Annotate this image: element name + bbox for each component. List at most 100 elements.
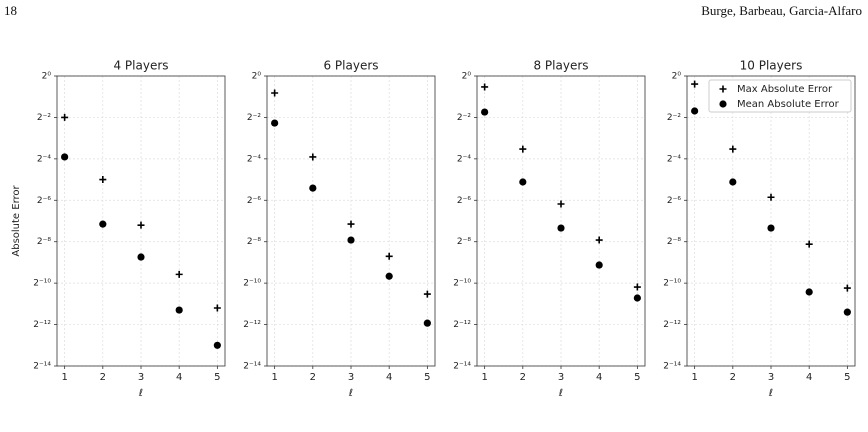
y-tick-label: 2⁻²: [457, 113, 471, 123]
y-tick-label: 2⁻¹²: [453, 320, 471, 330]
chart-title: 10 Players: [740, 59, 803, 73]
y-tick-label: 2⁻⁸: [457, 237, 471, 247]
chart-title: 8 Players: [533, 59, 588, 73]
plus-marker: [213, 304, 221, 312]
plus-marker: [729, 145, 737, 153]
circle-marker: [767, 224, 775, 232]
circle-marker: [213, 341, 221, 349]
plus-marker: [175, 270, 183, 278]
circle-marker: [423, 319, 431, 327]
circle-marker: [805, 288, 813, 296]
plus-marker: [481, 83, 489, 91]
y-tick-label: 2⁻¹⁰: [453, 279, 471, 289]
y-tick-label: 2⁻⁴: [457, 154, 471, 164]
x-tick-label: 5: [634, 372, 640, 383]
plus-marker: [519, 145, 527, 153]
x-tick-label: 5: [424, 372, 430, 383]
plus-marker: [719, 85, 727, 93]
x-tick-label: 2: [520, 372, 526, 383]
y-tick-label: 2⁰: [672, 72, 682, 82]
x-tick-label: 5: [844, 372, 850, 383]
plot-frame: [56, 75, 226, 367]
x-tick-label: 4: [806, 372, 812, 383]
x-axis-label: ℓ: [769, 388, 773, 399]
circle-marker: [175, 306, 183, 314]
y-tick-label: 2⁰: [252, 72, 262, 82]
plot-frame: [686, 75, 856, 367]
circle-marker: [309, 184, 317, 192]
circle-marker: [633, 294, 641, 302]
plus-marker: [347, 220, 355, 228]
chart-title: 4 Players: [113, 59, 168, 73]
plus-marker: [633, 283, 641, 291]
y-tick-label: 2⁻¹²: [663, 320, 681, 330]
y-tick-label: 2⁻¹⁴: [33, 362, 51, 372]
circle-marker: [729, 178, 737, 186]
circle-marker: [595, 261, 603, 269]
circle-marker: [347, 236, 355, 244]
x-tick-label: 1: [691, 372, 697, 383]
y-tick-label: 2⁻⁸: [247, 237, 261, 247]
y-tick-label: 2⁻⁸: [37, 237, 51, 247]
x-tick-label: 4: [176, 372, 182, 383]
y-tick-label: 2⁻¹²: [33, 320, 51, 330]
circle-marker: [719, 100, 727, 108]
circle-marker: [557, 224, 565, 232]
x-tick-label: 2: [100, 372, 106, 383]
circle-marker: [481, 108, 489, 116]
y-tick-label: 2⁻⁶: [247, 196, 261, 206]
x-tick-label: 2: [730, 372, 736, 383]
x-tick-label: 3: [138, 372, 144, 383]
circle-marker: [99, 220, 107, 228]
chart-title: 6 Players: [323, 59, 378, 73]
page-number: 18: [4, 3, 17, 18]
circle-marker: [61, 153, 69, 161]
x-tick-label: 1: [481, 372, 487, 383]
y-tick-label: 2⁻¹⁴: [453, 362, 471, 372]
circle-marker: [385, 272, 393, 280]
y-tick-label: 2⁻⁴: [667, 154, 681, 164]
plus-marker: [61, 113, 69, 121]
y-tick-label: 2⁰: [462, 72, 472, 82]
plus-marker: [137, 221, 145, 229]
x-tick-label: 5: [214, 372, 220, 383]
x-axis-label: ℓ: [559, 388, 563, 399]
y-axis-label: Absolute Error: [11, 184, 22, 256]
y-tick-label: 2⁻²: [667, 113, 681, 123]
legend-box: [708, 79, 852, 113]
plus-marker: [309, 153, 317, 161]
y-tick-label: 2⁻⁶: [457, 196, 471, 206]
x-tick-label: 2: [310, 372, 316, 383]
y-tick-label: 2⁻¹⁰: [33, 279, 51, 289]
plot-frame: [476, 75, 646, 367]
x-tick-label: 3: [558, 372, 564, 383]
plus-marker: [805, 240, 813, 248]
y-tick-label: 2⁻¹⁰: [663, 279, 681, 289]
y-tick-label: 2⁰: [42, 72, 52, 82]
y-tick-label: 2⁻²: [37, 113, 51, 123]
circle-marker: [271, 119, 279, 127]
y-tick-label: 2⁻⁴: [37, 154, 51, 164]
circle-marker: [843, 308, 851, 316]
x-tick-label: 4: [386, 372, 392, 383]
circle-marker: [137, 253, 145, 261]
x-tick-label: 3: [768, 372, 774, 383]
x-axis-label: ℓ: [349, 388, 353, 399]
y-tick-label: 2⁻⁸: [667, 237, 681, 247]
circle-marker: [519, 178, 527, 186]
y-tick-label: 2⁻⁶: [667, 196, 681, 206]
plus-marker: [99, 176, 107, 184]
plus-marker: [767, 193, 775, 201]
plus-marker: [691, 80, 699, 88]
plus-marker: [271, 89, 279, 97]
legend-label: Max Absolute Error: [737, 84, 833, 95]
y-tick-label: 2⁻¹⁴: [243, 362, 261, 372]
authors: Burge, Barbeau, Garcia-Alfaro: [701, 3, 862, 18]
y-tick-label: 2⁻¹⁰: [243, 279, 261, 289]
plus-marker: [385, 252, 393, 260]
y-tick-label: 2⁻⁴: [247, 154, 261, 164]
plus-marker: [595, 236, 603, 244]
plot-frame: [266, 75, 436, 367]
y-tick-label: 2⁻¹²: [243, 320, 261, 330]
